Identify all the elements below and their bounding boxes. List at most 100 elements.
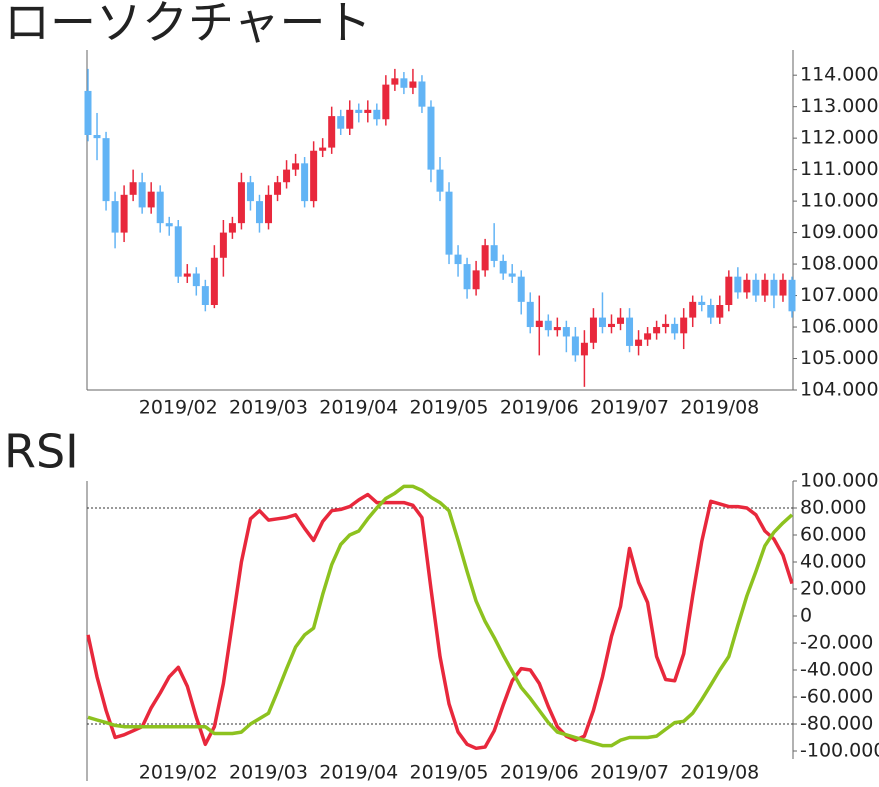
- candle-body: [301, 163, 309, 202]
- candle-body: [689, 301, 697, 318]
- candle-body: [409, 81, 417, 88]
- y-tick-label: 20.000: [800, 578, 866, 600]
- x-tick-label: 2019/04: [319, 762, 398, 784]
- candle-body: [788, 279, 796, 312]
- candle-body: [716, 305, 724, 318]
- candle-body: [111, 201, 119, 233]
- x-tick-label: 2019/08: [680, 762, 759, 784]
- y-tick-label: -40.000: [800, 659, 873, 681]
- candle-body: [653, 327, 661, 334]
- candle-body: [571, 336, 579, 356]
- y-tick-label: -80.000: [800, 713, 873, 735]
- candle-body: [499, 260, 507, 274]
- candle-body: [734, 276, 742, 293]
- x-tick-label: 2019/07: [590, 762, 669, 784]
- candle-body: [382, 84, 390, 120]
- y-tick-label: 112.000: [800, 127, 879, 149]
- candle-body: [707, 305, 715, 318]
- candle-body: [228, 223, 236, 233]
- candle-body: [662, 323, 670, 328]
- candle-body: [319, 147, 327, 151]
- candle-body: [463, 264, 471, 290]
- candle-body: [93, 135, 101, 139]
- x-tick-label: 2019/08: [680, 397, 759, 419]
- candle-body: [147, 191, 155, 208]
- candle-body: [274, 182, 282, 195]
- y-tick-label: 0: [800, 605, 812, 627]
- chart-title: ローソクチャート: [4, 0, 372, 50]
- candle-body: [364, 109, 372, 113]
- x-tick-label: 2019/04: [319, 397, 398, 419]
- candle-body: [346, 109, 354, 129]
- candle-body: [265, 194, 273, 224]
- candle-body: [698, 301, 706, 305]
- chart-title: RSI: [4, 425, 79, 479]
- x-tick-label: 2019/03: [229, 762, 308, 784]
- candle-body: [192, 273, 200, 287]
- x-tick-label: 2019/03: [229, 397, 308, 419]
- candle-body: [752, 279, 760, 296]
- candle-body: [671, 323, 679, 334]
- candle-body: [418, 81, 426, 107]
- y-tick-label: 107.000: [800, 284, 879, 306]
- candle-body: [490, 245, 498, 261]
- candle-body: [770, 279, 778, 296]
- y-tick-label: 105.000: [800, 347, 879, 369]
- candle-body: [400, 78, 408, 88]
- x-tick-label: 2019/07: [590, 397, 669, 419]
- candle-body: [617, 317, 625, 324]
- y-tick-label: 110.000: [800, 190, 879, 212]
- candle-body: [580, 342, 588, 356]
- y-tick-label: 104.000: [800, 379, 879, 401]
- candle-body: [517, 276, 525, 302]
- y-tick-label: 113.000: [800, 95, 879, 117]
- candle-body: [761, 279, 769, 296]
- rsi-line: [86, 492, 794, 751]
- candle-body: [436, 169, 444, 192]
- candle-body: [481, 245, 489, 271]
- candle-body: [337, 116, 345, 129]
- x-tick-label: 2019/02: [139, 762, 218, 784]
- y-tick-label: 100.000: [800, 470, 879, 492]
- y-tick-label: -100.000: [800, 740, 879, 762]
- candle-body: [210, 257, 218, 305]
- y-tick-label: 106.000: [800, 316, 879, 338]
- candle-body: [626, 317, 634, 346]
- candle-body: [246, 182, 254, 202]
- x-tick-label: 2019/02: [139, 397, 218, 419]
- candle-body: [255, 201, 263, 224]
- candle-body: [183, 273, 191, 277]
- candle-body: [129, 182, 137, 195]
- candle-body: [472, 270, 480, 290]
- x-tick-label: 2019/06: [500, 762, 579, 784]
- candle-body: [174, 226, 182, 277]
- y-tick-label: 114.000: [800, 64, 879, 86]
- y-tick-label: 60.000: [800, 524, 866, 546]
- candle-body: [219, 232, 227, 258]
- candle-body: [535, 320, 543, 328]
- y-tick-label: 80.000: [800, 497, 866, 519]
- candle-body: [427, 106, 435, 170]
- candle-body: [562, 327, 570, 337]
- candle-body: [328, 116, 336, 148]
- candle-body: [725, 276, 733, 305]
- candle-body: [237, 182, 245, 224]
- candle-body: [779, 279, 787, 296]
- y-tick-label: 111.000: [800, 158, 879, 180]
- candle-body: [156, 191, 164, 224]
- candle-body: [644, 333, 652, 340]
- y-tick-label: 40.000: [800, 551, 866, 573]
- candle-body: [84, 90, 92, 135]
- candle-body: [508, 273, 516, 277]
- candle-body: [120, 194, 128, 233]
- candle-body: [589, 317, 597, 343]
- y-tick-label: 108.000: [800, 253, 879, 275]
- candle-body: [201, 286, 209, 305]
- y-tick-label: 109.000: [800, 221, 879, 243]
- candle-body: [355, 109, 363, 113]
- candle-body: [283, 169, 291, 183]
- candle-body: [526, 301, 534, 328]
- candle-body: [607, 323, 615, 328]
- candle-body: [635, 339, 643, 346]
